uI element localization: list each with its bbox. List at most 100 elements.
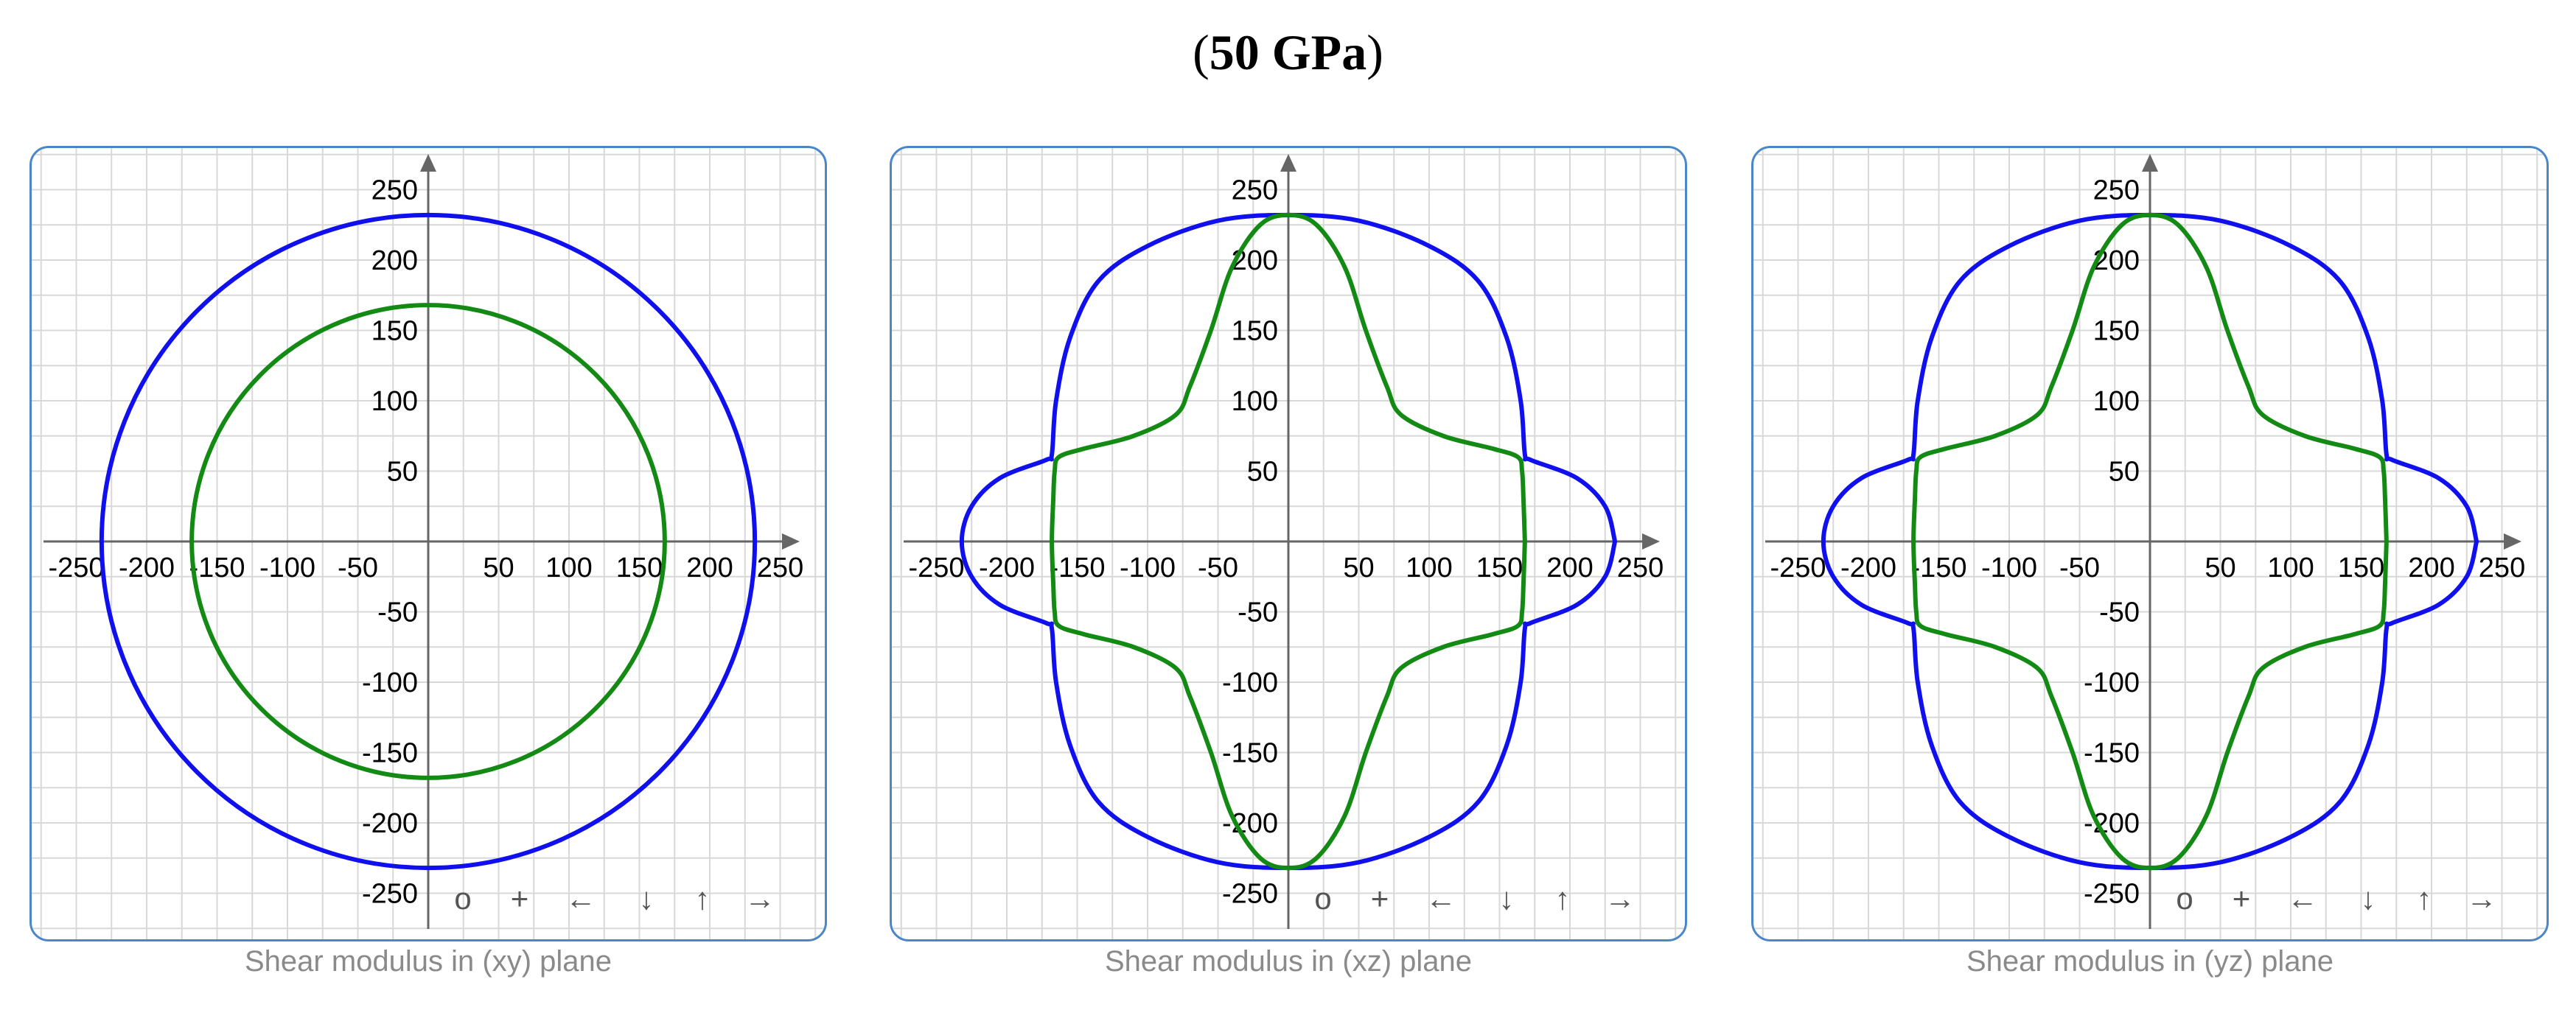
nav-reset-button[interactable]: o: [454, 881, 471, 916]
title-open-paren: (: [1193, 24, 1210, 80]
chart-panel-xy[interactable]: -250 -200 -150 -100 -50 50 100 150 200 250 250 200 1…: [29, 146, 827, 941]
y-tick-label: -100: [362, 667, 418, 698]
y-tick-label: -150: [2084, 738, 2140, 769]
nav-controls: o + ← ↓ ↑ →: [454, 881, 775, 916]
x-tick-label: -200: [1840, 553, 1896, 583]
y-tick-label: -100: [2084, 667, 2140, 698]
x-axis-arrow-icon: [2504, 533, 2521, 550]
series-inner-curve: [1911, 212, 2389, 871]
nav-pan-up-button[interactable]: ↑: [2417, 881, 2432, 916]
x-tick-label: 50: [483, 553, 514, 583]
y-tick-label: 250: [371, 175, 418, 206]
nav-pan-up-button[interactable]: ↑: [1555, 881, 1571, 916]
nav-reset-button[interactable]: o: [1314, 881, 1331, 916]
y-axis-arrow-icon: [1280, 154, 1296, 172]
chart-yz[interactable]: -250 -200 -150 -100 -50 50 100 150 200 250 250 200 1…: [1753, 148, 2547, 939]
x-tick-label: 250: [757, 553, 803, 583]
y-tick-label: 50: [2109, 457, 2140, 488]
x-tick-label: -200: [119, 553, 175, 583]
series-inner-curve: [189, 303, 667, 780]
nav-pan-down-button[interactable]: ↓: [2361, 881, 2376, 916]
x-tick-label: 250: [2479, 553, 2525, 583]
y-tick-label: 150: [2093, 316, 2140, 347]
nav-pan-up-button[interactable]: ↑: [695, 881, 711, 916]
x-tick-label: 150: [2338, 553, 2384, 583]
x-tick-label: -50: [338, 553, 378, 583]
tick-labels: -250 -200 -150 -100 -50 50 100 150 200 250 250 200 1…: [908, 175, 1664, 910]
y-tick-label: 200: [371, 245, 418, 276]
x-tick-label: 50: [1343, 553, 1374, 583]
x-axis-arrow-icon: [782, 533, 800, 550]
series-outer-curve: [1821, 212, 2479, 871]
y-tick-label: -150: [362, 738, 418, 769]
tick-labels: -250 -200 -150 -100 -50 50 100 150 200 250 250 200 1…: [48, 175, 803, 910]
tick-labels: -250 -200 -150 -100 -50 50 100 150 200 250 250 200 1…: [1770, 175, 2525, 910]
nav-pan-left-button[interactable]: ←: [565, 881, 596, 916]
caption-xy: Shear modulus in (xy) plane: [244, 945, 612, 978]
y-tick-label: -50: [2099, 597, 2140, 628]
x-tick-label: 200: [686, 553, 733, 583]
page-title: (50 GPa): [0, 24, 2576, 82]
x-tick-label: -100: [1120, 553, 1176, 583]
series-group: [99, 212, 758, 871]
x-tick-label: 100: [545, 553, 592, 583]
y-tick-label: -50: [1238, 597, 1278, 628]
y-tick-label: -250: [2084, 879, 2140, 910]
title-close-paren: ): [1366, 24, 1383, 80]
y-tick-label: -100: [1222, 667, 1278, 698]
nav-pan-right-button[interactable]: →: [1605, 881, 1636, 916]
series-outer-curve: [99, 212, 758, 871]
y-tick-label: 50: [1247, 457, 1278, 488]
chart-xy[interactable]: -250 -200 -150 -100 -50 50 100 150 200 250 250 200 1…: [32, 148, 825, 939]
series-group: [959, 212, 1618, 871]
x-tick-label: -150: [1049, 553, 1105, 583]
x-tick-label: 100: [1406, 553, 1452, 583]
title-value: 50 GPa: [1209, 24, 1367, 80]
y-tick-label: -50: [377, 597, 418, 628]
x-tick-label: 50: [2205, 553, 2235, 583]
x-tick-label: -250: [908, 553, 964, 583]
y-tick-label: 100: [2093, 386, 2140, 417]
series-inner-curve: [1050, 212, 1527, 871]
nav-pan-right-button[interactable]: →: [2466, 881, 2497, 916]
y-tick-label: 100: [371, 386, 418, 417]
y-tick-label: 200: [2093, 245, 2140, 276]
axes: [904, 154, 1660, 929]
chart-panel-yz[interactable]: -250 -200 -150 -100 -50 50 100 150 200 250 250 200 1…: [1751, 146, 2549, 941]
chart-panel-xz[interactable]: -250 -200 -150 -100 -50 50 100 150 200 250 250 200 1…: [890, 146, 1687, 941]
x-tick-label: -50: [2059, 553, 2100, 583]
y-tick-label: -150: [1222, 738, 1278, 769]
nav-pan-left-button[interactable]: ←: [2287, 881, 2318, 916]
caption-xz: Shear modulus in (xz) plane: [1104, 945, 1473, 978]
x-tick-label: -50: [1198, 553, 1238, 583]
y-tick-label: -250: [362, 879, 418, 910]
chart-xz[interactable]: -250 -200 -150 -100 -50 50 100 150 200 250 250 200 1…: [892, 148, 1685, 939]
nav-pan-right-button[interactable]: →: [744, 881, 775, 916]
y-axis-arrow-icon: [420, 154, 436, 172]
nav-zoom-in-button[interactable]: +: [1371, 881, 1389, 916]
x-tick-label: -250: [1770, 553, 1826, 583]
x-tick-label: 200: [2408, 553, 2454, 583]
y-tick-label: -250: [1222, 879, 1278, 910]
y-tick-label: 150: [1232, 316, 1278, 347]
nav-pan-down-button[interactable]: ↓: [1499, 881, 1515, 916]
nav-controls: o + ← ↓ ↑ →: [2176, 881, 2497, 916]
series-outer-curve: [959, 212, 1618, 871]
x-tick-label: -150: [189, 553, 245, 583]
nav-zoom-in-button[interactable]: +: [511, 881, 529, 916]
axes: [43, 154, 800, 929]
y-tick-label: 200: [1232, 245, 1278, 276]
y-tick-label: 100: [1232, 386, 1278, 417]
x-tick-label: 250: [1617, 553, 1664, 583]
nav-pan-left-button[interactable]: ←: [1425, 881, 1456, 916]
y-tick-label: 250: [1232, 175, 1278, 206]
x-tick-label: 100: [2267, 553, 2314, 583]
nav-reset-button[interactable]: o: [2176, 881, 2193, 916]
y-tick-label: 50: [387, 457, 418, 488]
axes: [1765, 154, 2521, 929]
nav-pan-down-button[interactable]: ↓: [639, 881, 655, 916]
nav-zoom-in-button[interactable]: +: [2233, 881, 2251, 916]
x-tick-label: -100: [1981, 553, 2037, 583]
nav-controls: o + ← ↓ ↑ →: [1314, 881, 1636, 916]
x-tick-label: -150: [1910, 553, 1966, 583]
